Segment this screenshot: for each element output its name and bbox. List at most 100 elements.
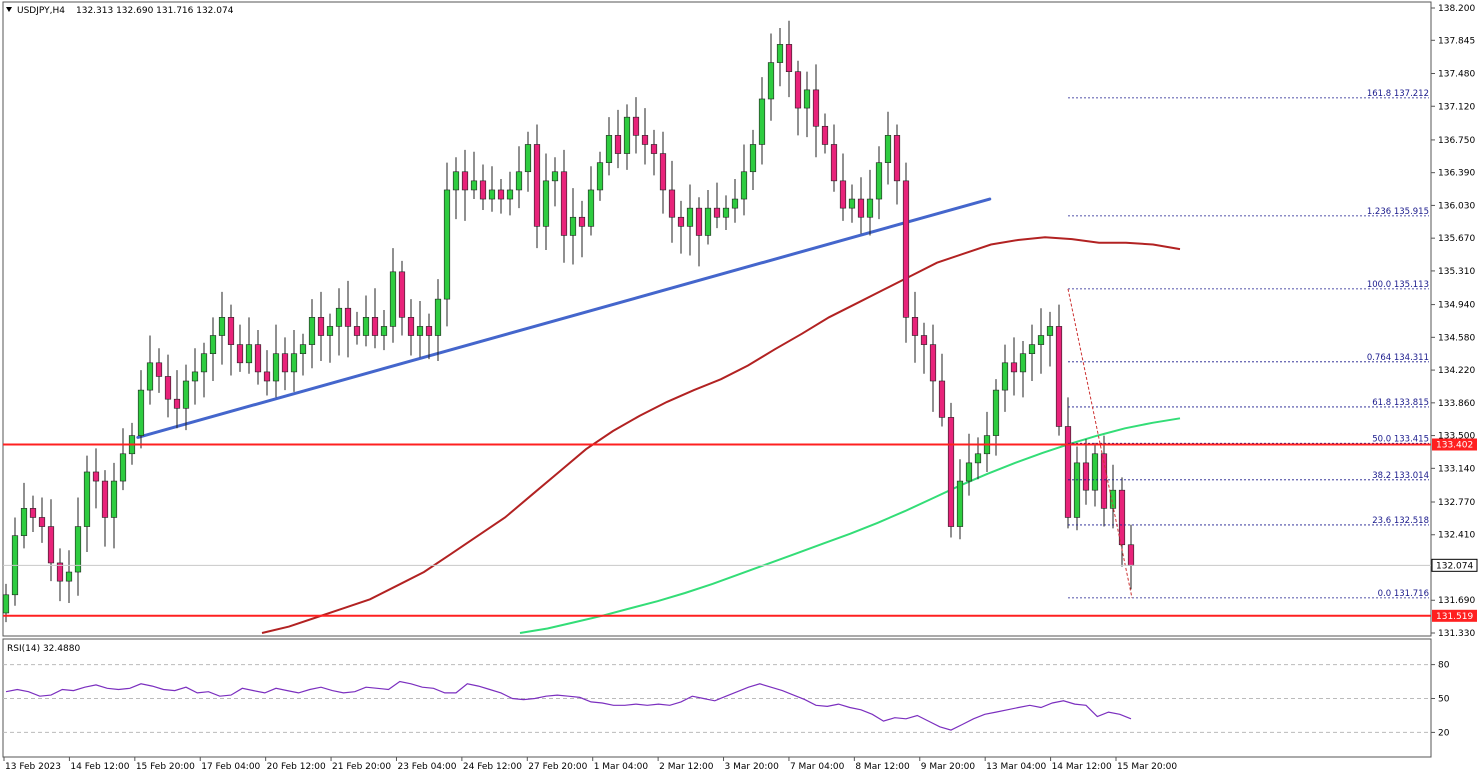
candle xyxy=(650,129,658,176)
candle xyxy=(893,124,901,205)
candle-body xyxy=(893,135,901,182)
candle xyxy=(569,188,577,265)
candle xyxy=(686,184,694,256)
candle-body xyxy=(335,307,343,327)
fib-level[interactable]: 1.236 135.915 xyxy=(1068,207,1429,217)
candle xyxy=(776,28,784,87)
candle-body xyxy=(803,89,811,109)
rsi-level-lines: 80 50 20 xyxy=(3,661,1450,738)
candle xyxy=(1127,524,1135,590)
price-tick-label: 133.140 xyxy=(1438,464,1475,474)
fib-level[interactable]: 61.8 133.815 xyxy=(1068,398,1429,408)
candle-body xyxy=(1073,462,1081,518)
candle xyxy=(191,348,199,405)
horizontal-level[interactable]: 131.519 xyxy=(3,609,1477,622)
candle xyxy=(677,200,685,254)
candle-body xyxy=(308,317,316,345)
candle-body xyxy=(200,353,208,373)
time-tick-label: 14 Mar 12:00 xyxy=(1052,762,1112,772)
price-tick-label: 131.330 xyxy=(1438,629,1475,639)
candle-body xyxy=(218,317,226,336)
candle xyxy=(380,310,388,351)
candle xyxy=(875,146,883,220)
candle xyxy=(731,179,739,223)
candle xyxy=(956,459,964,540)
candle-body xyxy=(101,480,109,518)
candle xyxy=(920,322,928,374)
candle xyxy=(722,195,730,230)
candle-body xyxy=(911,317,919,336)
candle-body xyxy=(722,207,730,218)
candle-body xyxy=(191,371,199,382)
candle-body xyxy=(389,271,397,327)
fib-label: 23.6 132.518 xyxy=(1372,516,1429,526)
fib-label: 161.8 137.212 xyxy=(1367,89,1429,99)
candle-body xyxy=(524,144,532,173)
fibonacci-levels[interactable]: 161.8 137.212 1.236 135.915 100.0 135.113 0… xyxy=(1068,89,1429,599)
candle xyxy=(623,104,631,170)
candle-body xyxy=(416,326,424,336)
fib-level[interactable]: 50.0 133.415 xyxy=(1068,434,1429,444)
time-tick-label: 23 Feb 04:00 xyxy=(397,762,456,772)
candle xyxy=(47,499,55,582)
candle xyxy=(200,342,208,398)
candle xyxy=(452,157,460,220)
candle xyxy=(947,402,955,538)
candle-body xyxy=(776,44,784,63)
candle-body xyxy=(956,480,964,527)
time-tick-label: 21 Feb 20:00 xyxy=(332,762,391,772)
rsi-tick-label: 20 xyxy=(1438,728,1450,738)
candle xyxy=(821,113,829,154)
price-tick-label: 137.480 xyxy=(1438,70,1475,80)
candle xyxy=(1064,397,1072,529)
candle-body xyxy=(749,144,757,173)
candle xyxy=(668,160,676,243)
candle xyxy=(326,313,334,363)
rsi-tick-label: 50 xyxy=(1438,695,1450,705)
candle xyxy=(1109,464,1117,529)
caret-down-icon[interactable] xyxy=(6,7,12,12)
candle-body xyxy=(380,326,388,336)
price-tick-label: 131.690 xyxy=(1438,596,1475,606)
candle-body xyxy=(632,116,640,136)
candle-body xyxy=(551,171,559,182)
candle-body xyxy=(299,344,307,355)
fib-level[interactable]: 23.6 132.518 xyxy=(1068,516,1429,526)
candle xyxy=(209,317,217,381)
candle-body xyxy=(704,207,712,236)
candle xyxy=(65,550,73,603)
fib-level[interactable]: 0.764 134.311 xyxy=(1068,353,1429,363)
price-tick-label: 135.310 xyxy=(1438,267,1475,277)
time-tick-label: 13 Mar 04:00 xyxy=(986,762,1046,772)
time-tick-label: 14 Feb 12:00 xyxy=(70,762,129,772)
candle-body xyxy=(281,353,289,373)
candle xyxy=(1091,442,1099,507)
candle-body xyxy=(731,198,739,209)
candle-body xyxy=(992,389,1000,436)
candle xyxy=(632,97,640,154)
support-trendline[interactable] xyxy=(136,197,992,439)
fib-level[interactable]: 161.8 137.212 xyxy=(1068,89,1429,99)
price-tick-label: 138.200 xyxy=(1438,4,1475,14)
candle xyxy=(173,370,181,429)
candle-body xyxy=(515,171,523,191)
candle-body xyxy=(614,135,622,154)
candle xyxy=(515,146,523,209)
candle-body xyxy=(47,526,55,564)
candle-body xyxy=(623,116,631,154)
price-tick-label: 137.120 xyxy=(1438,102,1475,112)
horizontal-levels[interactable]: 133.402 131.519 xyxy=(3,438,1477,622)
candle-body xyxy=(767,62,775,100)
level-price-label: 133.402 xyxy=(1436,440,1473,450)
current-price-label: 132.074 xyxy=(1436,561,1473,571)
fib-level[interactable]: 100.0 135.113 xyxy=(1068,280,1429,290)
candle-body xyxy=(1118,489,1126,546)
candles xyxy=(2,20,1135,623)
fib-level[interactable]: 38.2 133.014 xyxy=(1068,471,1429,481)
fib-level[interactable]: 0.0 131.716 xyxy=(1068,589,1429,599)
candle-body xyxy=(488,189,496,200)
horizontal-level[interactable]: 133.402 xyxy=(3,438,1477,451)
candle xyxy=(1010,337,1018,396)
candle-body xyxy=(74,526,82,573)
